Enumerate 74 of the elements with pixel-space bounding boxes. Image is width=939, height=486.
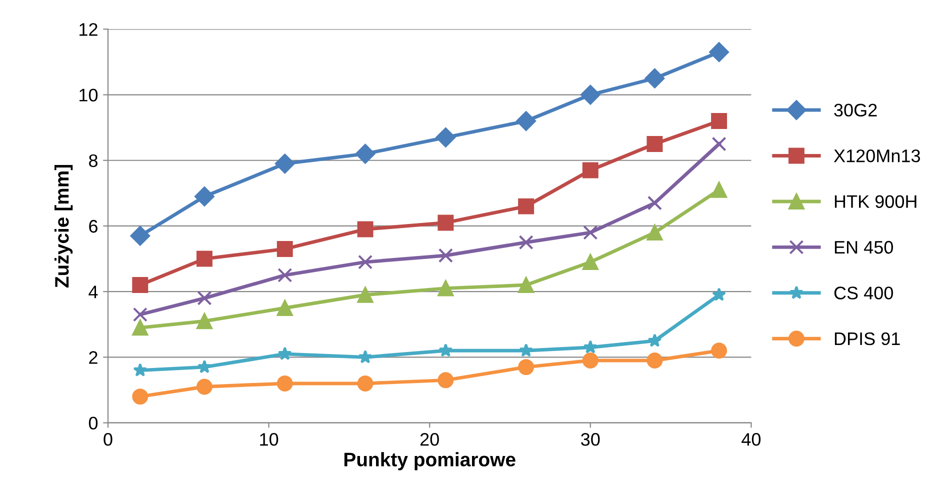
point	[278, 346, 292, 360]
point	[582, 254, 598, 270]
point	[582, 162, 598, 178]
point	[648, 334, 662, 347]
x-tick-label: 20	[420, 433, 439, 446]
point	[647, 196, 662, 210]
x-tick-label: 30	[581, 433, 600, 446]
x-tick-label: 0	[104, 433, 112, 446]
point	[132, 277, 148, 294]
point	[132, 307, 148, 322]
point	[518, 198, 534, 214]
point	[358, 254, 373, 270]
legend-label: DPIS 91	[834, 332, 900, 346]
point	[196, 378, 212, 395]
point	[130, 226, 150, 246]
point	[518, 277, 534, 294]
y-tick-label: 8	[89, 154, 98, 168]
point	[516, 111, 536, 131]
point	[358, 350, 372, 364]
y-tick-label: 6	[89, 220, 98, 233]
point	[194, 186, 214, 206]
point	[357, 221, 374, 238]
point	[132, 320, 148, 336]
point	[197, 360, 212, 374]
point	[582, 352, 598, 368]
legend-label: X120Mn13	[834, 149, 920, 162]
point	[436, 128, 456, 148]
y-tick-label: 2	[89, 351, 98, 364]
point	[438, 280, 454, 296]
point	[196, 250, 212, 267]
point	[709, 42, 729, 62]
legend-label: 30G2	[834, 104, 877, 117]
point	[197, 290, 212, 306]
point	[438, 214, 454, 231]
point	[438, 343, 453, 357]
point	[438, 372, 454, 388]
point	[438, 248, 453, 263]
point	[711, 342, 728, 359]
legend-label: HTK 900H	[834, 195, 916, 208]
point	[518, 359, 534, 376]
point	[276, 300, 293, 316]
point	[711, 113, 728, 130]
y-tick-label: 10	[80, 88, 98, 102]
point	[583, 340, 598, 354]
y-tick-label: 12	[80, 23, 98, 36]
point	[133, 363, 148, 376]
point	[274, 154, 295, 174]
point	[357, 286, 374, 303]
y-axis-title: Zużycie [mm]	[54, 164, 73, 288]
point	[712, 288, 726, 301]
point	[644, 68, 665, 88]
y-tick-label: 4	[88, 286, 98, 298]
point	[278, 268, 292, 282]
point	[712, 136, 726, 152]
point	[518, 235, 534, 250]
point	[711, 182, 728, 198]
point	[357, 375, 374, 392]
y-tick-label: 0	[88, 416, 98, 430]
point	[580, 84, 600, 105]
x-tick-label: 40	[742, 433, 761, 446]
point	[583, 225, 598, 240]
point	[646, 352, 663, 368]
x-tick-label: 10	[260, 433, 278, 446]
point	[132, 388, 148, 405]
legend-label: EN 450	[834, 240, 893, 254]
point	[355, 144, 376, 164]
point	[519, 343, 534, 357]
point	[276, 240, 293, 257]
point	[196, 313, 212, 330]
point	[276, 375, 293, 392]
point	[646, 136, 663, 152]
x-axis-title: Punkty pomiarowe	[344, 452, 516, 470]
point	[646, 224, 663, 241]
legend-label: CS 400	[834, 286, 893, 300]
